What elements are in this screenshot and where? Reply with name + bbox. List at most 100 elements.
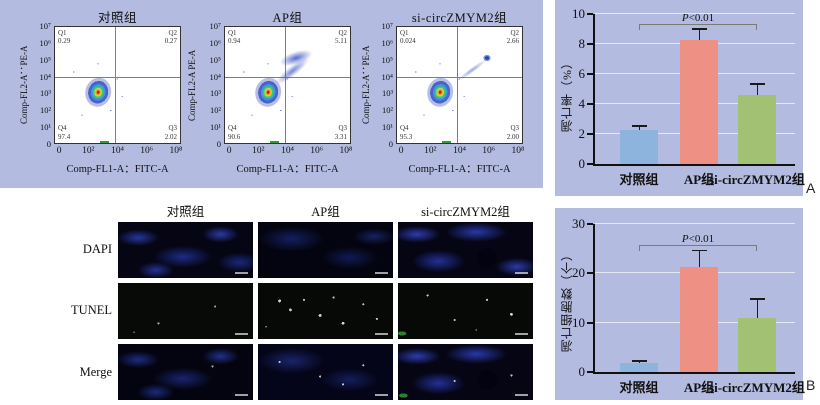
flow-x-axis-label: Comp-FL1-A：FITC-A [408, 164, 511, 175]
panel-label-a: A [806, 180, 816, 196]
error-bar [632, 124, 647, 130]
flow-x-tick: 0 [226, 146, 232, 156]
quadrant-q1-stat: Q1 0.024 [400, 29, 416, 46]
microscopy-row-label: DAPI [82, 242, 112, 256]
scatter-debris [442, 141, 451, 143]
p-value-annotation: P<0.01 [681, 12, 715, 24]
micro-image-tunel-sicirczmym2 [398, 283, 533, 339]
bar-control [620, 224, 658, 372]
y-tick-mark [587, 13, 593, 15]
flow-x-axis-label: Comp-FL1-A：FITC-A [66, 164, 169, 175]
y-tick-mark [587, 43, 593, 45]
chart-a-y-axis-label: 凋亡率（%） [560, 56, 574, 132]
panel-label-b: B [806, 377, 816, 393]
flow-y-tick: 10⁷ [209, 21, 221, 31]
flow-y-axis-label: Comp-FL2-A PE-A [187, 49, 197, 121]
flow-x-tick: 10⁸ [511, 146, 525, 156]
x-category-label: si-circZMYM2组 [709, 172, 805, 187]
p-value-annotation: P<0.01 [681, 233, 715, 245]
y-tick-label: 20 [572, 265, 585, 281]
flow-plot-title: si-circZMYM2组 [411, 11, 508, 25]
flow-x-tick: 10⁶ [482, 146, 496, 156]
flow-y-tick: 10¹ [381, 122, 393, 133]
flow-plot-area: 10⁷ 10⁶ 10⁵ 10⁴ 10³ 10² 10¹ 0 Q1 0.29 Q2 0… [40, 21, 181, 149]
scatter-debris [270, 141, 279, 143]
flow-x-tick: 0 [398, 146, 404, 156]
micro-image-merge-control [118, 344, 253, 400]
error-bar [750, 82, 765, 95]
scatter-debris [100, 141, 109, 143]
flow-plot-control: 对照组 Comp-FL2-A：PE-A 10⁷ 10⁶ 10⁵ 10⁴ 10³ … [16, 0, 182, 188]
quadrant-q2-stat: Q2 5.11 [335, 29, 347, 46]
flow-y-tick: 0 [46, 139, 51, 149]
bar-sicirczmym2 [738, 14, 776, 164]
flow-y-tick: 10⁷ [381, 21, 393, 31]
quadrant-q2-stat: Q2 2.66 [506, 29, 519, 46]
flow-y-tick: 10⁷ [39, 21, 51, 31]
x-category-label: si-circZMYM2组 [709, 380, 805, 395]
bar-ap [680, 14, 718, 164]
quadrant-q1-stat: Q1 0.94 [228, 29, 241, 46]
y-tick-label: 0 [578, 364, 586, 379]
y-tick-mark [587, 163, 593, 165]
x-category-label: 对照组 [619, 380, 659, 395]
flow-plot-area: 10⁷ 10⁶ 10⁵ 10⁴ 10³ 10² 10¹ 0 Q1 0.94 Q [210, 21, 351, 149]
flow-plot-title: AP组 [272, 11, 303, 25]
flow-x-tick: 10² [252, 146, 265, 156]
flow-x-axis-label: Comp-FL1-A：FITC-A [236, 164, 339, 175]
flow-y-tick: 10⁵ [381, 54, 393, 65]
bar-control [620, 14, 658, 164]
x-category-label: AP组 [683, 172, 715, 187]
y-tick-mark [587, 321, 593, 324]
flow-y-tick: 10⁴ [39, 71, 51, 82]
gridline [595, 13, 795, 14]
flow-scatter-frame: Q1 0.024 Q2 2.66 Q4 95.3 Q3 2.00 [396, 26, 523, 144]
bar-ap [680, 224, 718, 372]
flow-x-ticks: 0 10² 10⁴ 10⁶ 10⁸ [224, 146, 353, 158]
flow-y-tick: 0 [388, 139, 393, 149]
flow-y-tick: 10² [381, 105, 393, 116]
quadrant-q4-stat: Q4 97.4 [58, 124, 71, 141]
micro-image-tunel-control [118, 283, 253, 339]
flow-y-tick: 10¹ [209, 122, 221, 133]
error-bar [692, 28, 707, 40]
flow-y-tick: 10¹ [39, 122, 51, 133]
flow-y-tick: 10² [209, 105, 221, 116]
microscopy-column-header: si-circZMYM2组 [421, 205, 510, 219]
y-tick-label: 30 [572, 216, 585, 231]
quadrant-q1-stat: Q1 0.29 [58, 29, 71, 46]
apoptosis-rate-chart-panel: 凋亡率（%） 0 2 4 6 8 10 P<0.01 对照组 AP组 [555, 0, 805, 196]
flow-y-tick: 10⁴ [381, 71, 393, 82]
gridline [595, 223, 795, 224]
flow-scatter-frame: Q1 0.94 Q2 5.11 Q4 90.6 Q3 3.31 [224, 26, 351, 144]
flow-x-tick: 10⁴ [453, 146, 466, 156]
error-bar [750, 298, 765, 318]
flow-y-tick: 10² [39, 105, 51, 116]
flow-plot-sicirczmym2: si-circZMYM2组 Comp-FL2-A：PE-A 10⁷ 10⁶ 10… [358, 0, 525, 188]
chart-b-y-axis-label: 凋亡细胞数（个） [560, 248, 574, 352]
flow-y-axis-label: Comp-FL2-A：PE-A [19, 45, 29, 125]
bar-sicirczmym2 [738, 224, 776, 372]
flow-x-tick: 10² [82, 146, 95, 156]
flow-y-tick: 10⁴ [209, 71, 221, 82]
quadrant-q2-stat: Q2 0.27 [164, 29, 177, 46]
y-tick-label: 10 [572, 6, 585, 21]
chart-b-plot-area: 0 10 20 30 P<0.01 对照组 AP组 si-circZMYM2组 [572, 216, 805, 395]
flow-scatter-frame: Q1 0.29 Q2 0.27 Q4 97.4 Q3 2.02 [54, 26, 181, 144]
y-tick-mark [587, 371, 593, 373]
flow-cytometry-panel: 对照组 Comp-FL2-A：PE-A 10⁷ 10⁶ 10⁵ 10⁴ 10³ … [0, 0, 543, 188]
significance-bracket [639, 24, 757, 30]
y-tick-label: 10 [572, 314, 585, 330]
micro-image-merge-sicirczmym2 [398, 344, 533, 400]
flow-x-tick: 0 [56, 146, 62, 156]
y-tick-mark [587, 133, 593, 135]
quadrant-q3-stat: Q3 2.00 [506, 124, 519, 141]
y-tick-label: 6 [578, 66, 586, 81]
microscopy-row-label: TUNEL [71, 303, 112, 317]
x-category-label: 对照组 [619, 172, 659, 187]
quadrant-q4-stat: Q4 90.6 [228, 124, 241, 141]
micro-image-dapi-sicirczmym2 [398, 222, 533, 278]
flow-y-tick: 10⁶ [209, 37, 221, 48]
micro-image-merge-ap [258, 344, 393, 400]
